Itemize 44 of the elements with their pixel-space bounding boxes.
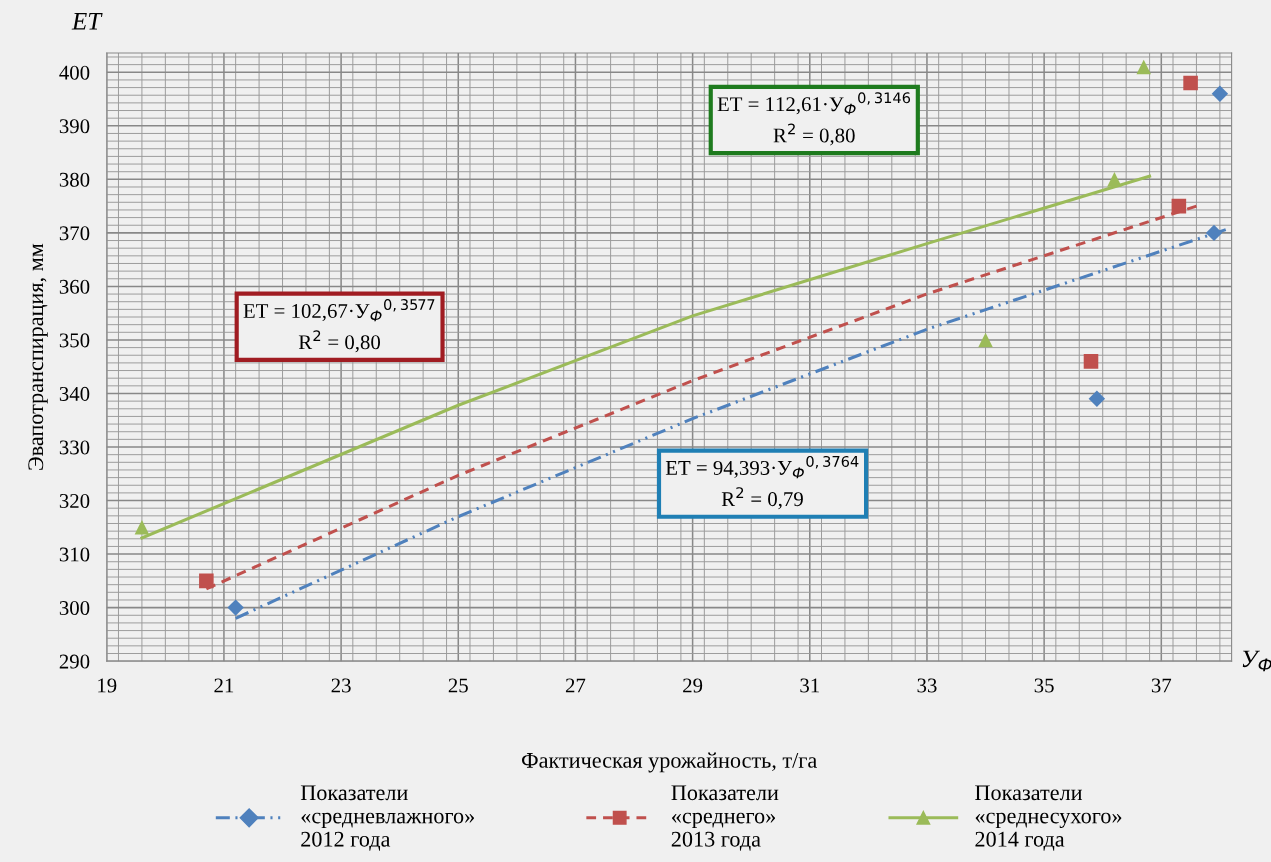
point [1107, 172, 1122, 187]
point [978, 332, 993, 348]
point [227, 599, 244, 616]
point [1171, 198, 1187, 214]
x-tick-label: 31 [800, 678, 819, 693]
y-tick-label: 340 [59, 386, 90, 401]
x-axis-title: Фактическая урожайность, т/га [521, 752, 817, 773]
y-tick-label: 400 [59, 65, 90, 80]
y-tick-label: 350 [59, 333, 90, 348]
y-tick-label: 370 [59, 226, 90, 241]
x-tick-label: 35 [1034, 678, 1054, 693]
point [1183, 75, 1198, 91]
text: У$_{Ф}$ [1242, 650, 1271, 672]
y-tick-label: 310 [59, 547, 90, 562]
text: ET [71, 13, 103, 30]
y-tick-label: 290 [59, 654, 90, 669]
x-tick-label: 23 [331, 678, 351, 693]
point [1083, 354, 1099, 369]
y-tick-label: 320 [59, 493, 90, 508]
x-tick-label: 27 [565, 678, 586, 693]
legend-label: Показатели «среднего» 2013 года [671, 785, 779, 851]
y-tick-label: 380 [59, 172, 90, 187]
x-tick-label: 37 [1151, 678, 1172, 693]
point [134, 520, 150, 535]
y-tick-label: 360 [59, 279, 90, 294]
y-tick-label: 330 [59, 440, 90, 455]
x-tick-label: 29 [683, 678, 703, 693]
y-tick-label: 390 [59, 119, 90, 134]
point [199, 573, 214, 589]
point [1088, 390, 1106, 408]
x-tick-label: 33 [917, 678, 937, 693]
point [1211, 85, 1229, 102]
y-tick-label: 300 [59, 600, 90, 616]
legend-label: Показатели «среднесухого» 2014 года [975, 785, 1122, 851]
x-tick-label: 19 [98, 678, 117, 693]
y-axis-title: Эвапотранспирация, мм [28, 243, 48, 470]
text: ET = 112,61·У$_{Ф}$$^{0,3146}$ R$^{2}$ = 0,80 [717, 92, 911, 146]
legend-label: Показатели «средневлажного» 2012 года [300, 785, 474, 851]
text: ET = 94,393·У$_{Ф}$$^{0,3764}$ R$^{2}$ = 0,79 [665, 455, 859, 510]
text: ET = 102,67·У$_{Ф}$$^{0,3577}$ R$^{2}$ = 0,80 [243, 299, 435, 353]
x-tick-label: 21 [214, 678, 234, 693]
point [1136, 59, 1151, 75]
point [1205, 224, 1223, 242]
x-tick-label: 25 [448, 678, 468, 693]
